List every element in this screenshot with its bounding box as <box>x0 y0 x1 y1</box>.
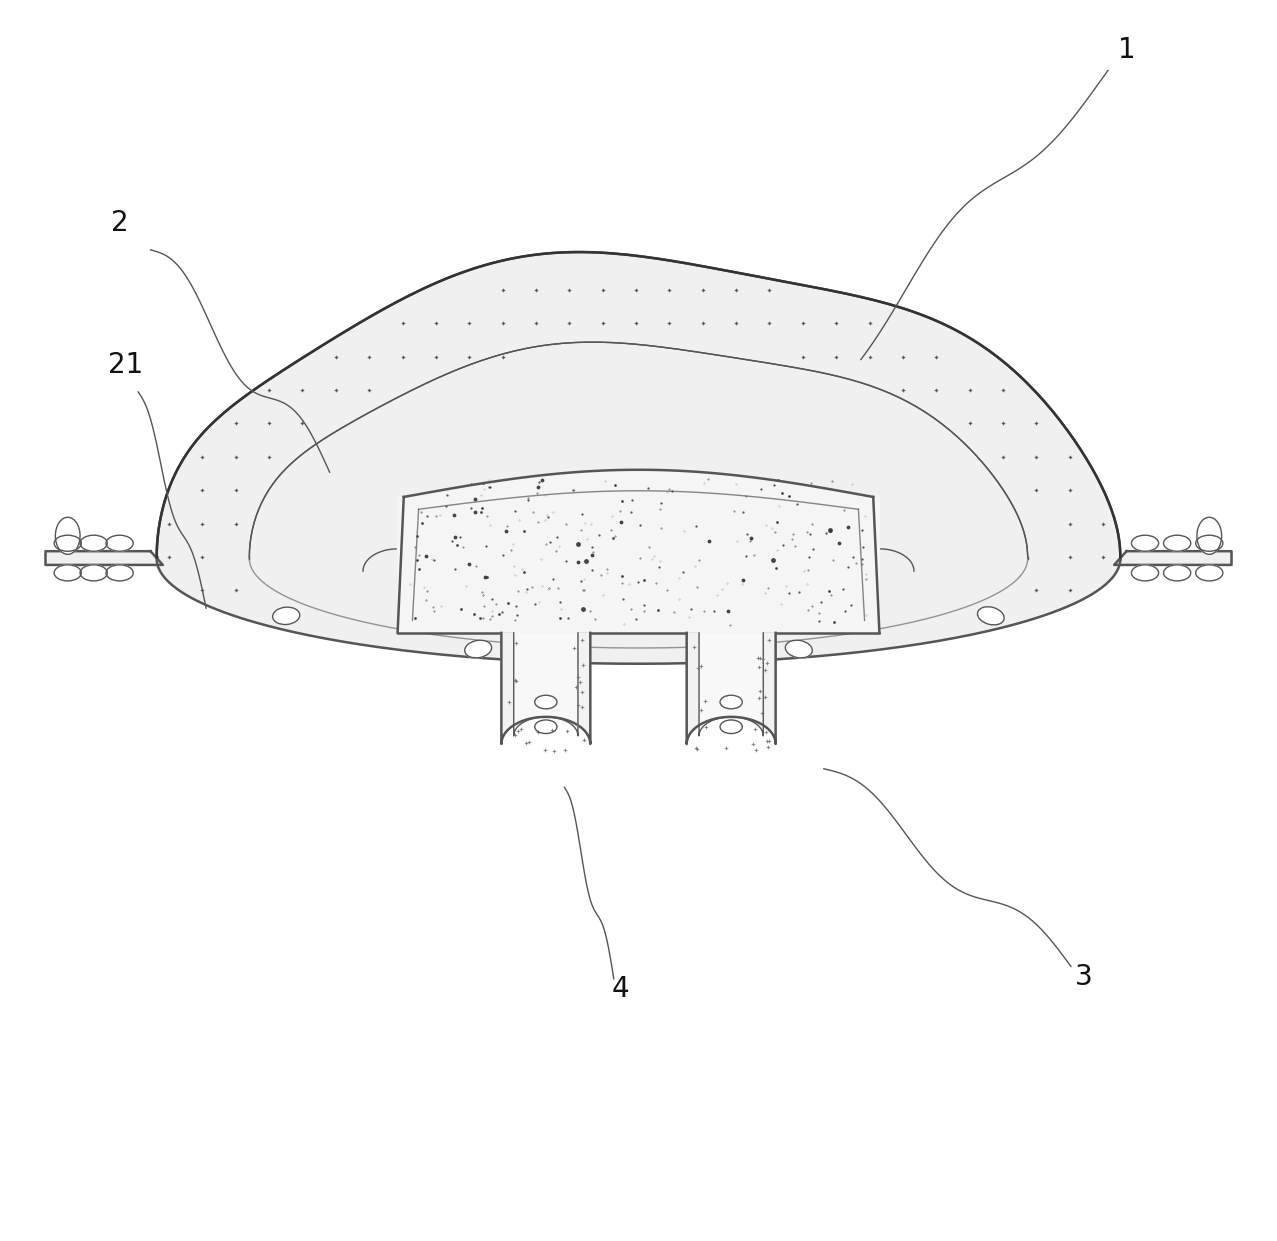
Ellipse shape <box>1163 535 1190 551</box>
Text: 21: 21 <box>109 351 143 380</box>
Ellipse shape <box>1131 535 1158 551</box>
Text: 1: 1 <box>1117 36 1135 65</box>
Polygon shape <box>687 633 775 745</box>
Ellipse shape <box>543 645 571 663</box>
Ellipse shape <box>535 720 557 733</box>
Ellipse shape <box>1195 535 1223 551</box>
Ellipse shape <box>54 565 82 581</box>
Polygon shape <box>1114 551 1231 565</box>
Ellipse shape <box>272 607 300 624</box>
Ellipse shape <box>1195 565 1223 581</box>
Ellipse shape <box>720 720 742 733</box>
Ellipse shape <box>535 695 557 709</box>
Ellipse shape <box>720 695 742 709</box>
Text: 4: 4 <box>612 975 628 1003</box>
Ellipse shape <box>106 535 133 551</box>
Ellipse shape <box>706 645 733 663</box>
Ellipse shape <box>55 517 80 555</box>
Polygon shape <box>157 252 1120 664</box>
Ellipse shape <box>106 565 133 581</box>
Polygon shape <box>513 633 578 736</box>
Polygon shape <box>699 633 764 736</box>
Text: 2: 2 <box>111 210 129 237</box>
Polygon shape <box>46 551 163 565</box>
Ellipse shape <box>1163 565 1190 581</box>
Ellipse shape <box>977 607 1004 625</box>
Ellipse shape <box>785 640 812 658</box>
Polygon shape <box>502 633 590 745</box>
Ellipse shape <box>1197 517 1222 555</box>
Polygon shape <box>397 470 880 633</box>
Text: 3: 3 <box>1074 963 1092 992</box>
Ellipse shape <box>80 535 107 551</box>
Polygon shape <box>471 483 806 611</box>
Ellipse shape <box>54 535 82 551</box>
Ellipse shape <box>465 640 492 658</box>
Ellipse shape <box>1131 565 1158 581</box>
Ellipse shape <box>80 565 107 581</box>
